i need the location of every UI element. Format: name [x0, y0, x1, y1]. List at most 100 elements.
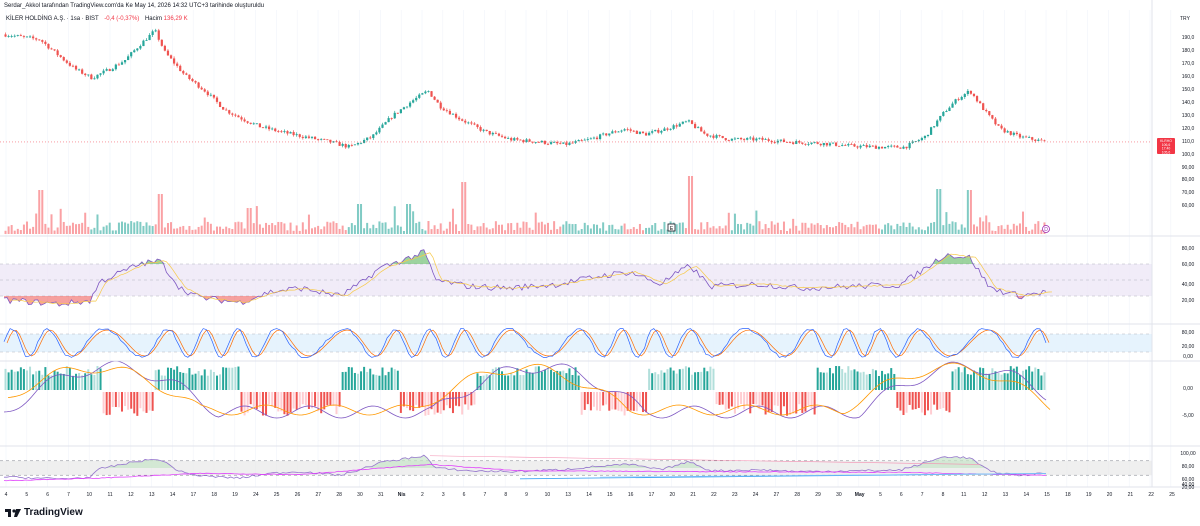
volume-bar	[10, 225, 13, 234]
volume-bar	[841, 222, 844, 234]
volume-bar	[761, 229, 764, 234]
volume-bar	[810, 223, 813, 234]
macd-hist-bar	[841, 369, 844, 390]
macd-hist-bar	[335, 392, 338, 415]
time-tick: 25	[274, 492, 280, 498]
macd-hist-bar	[822, 372, 825, 390]
candle-body	[258, 123, 262, 128]
osc-tick: 80,00	[1182, 246, 1195, 252]
price-axis[interactable]: TRY 190,0 180,0 170,0 160,0 150,0 140,0 130,0 12…	[1180, 16, 1196, 491]
candle-body	[415, 97, 418, 101]
time-tick: 7	[67, 492, 70, 498]
candle-body	[166, 50, 170, 56]
volume-bar	[1009, 229, 1012, 234]
volume-bar	[635, 228, 638, 234]
candle-body	[188, 74, 191, 79]
volume-bar	[988, 222, 991, 234]
candle-body	[99, 73, 102, 75]
macd-hist-bar	[923, 392, 926, 416]
volume-bar	[470, 224, 473, 234]
macd-hist-bar	[960, 372, 963, 390]
candle-body	[718, 135, 721, 136]
time-tick: 24	[253, 492, 259, 498]
volume-bar	[758, 221, 761, 234]
symbol-legend[interactable]: KİLER HOLDİNG A.Ş. · 1sa · BIST -0,4 (-0…	[6, 16, 188, 22]
event-markers[interactable]: E D	[667, 223, 1050, 233]
candle-body	[185, 73, 188, 75]
candle-body	[788, 142, 792, 143]
candle-body	[666, 128, 669, 130]
volume-bar	[828, 227, 831, 234]
macd-hist-bar	[556, 370, 559, 390]
volume-bar	[136, 221, 139, 234]
volume-bar	[712, 226, 715, 234]
candle-body	[10, 36, 13, 37]
candle-body	[402, 107, 406, 110]
macd-hist-bar	[65, 366, 68, 390]
macd-hist-bar	[574, 367, 577, 390]
macd-hist-bar	[957, 367, 960, 390]
volume-bar	[746, 222, 749, 234]
candle-body	[145, 40, 148, 41]
candle-body	[127, 56, 130, 61]
symbol-name[interactable]: KİLER HOLDİNG A.Ş. · 1sa · BIST	[6, 16, 99, 22]
time-tick: 28	[794, 492, 800, 498]
macd-hist-bar	[163, 375, 166, 390]
macd-hist-bar	[418, 392, 421, 408]
price-candles[interactable]	[4, 28, 1046, 150]
candle-body	[255, 123, 258, 125]
candle-body	[565, 142, 568, 145]
volume-bar	[782, 221, 785, 234]
candle-body	[344, 144, 347, 148]
tradingview-logo[interactable]: TradingView	[5, 507, 83, 518]
volume-bar	[963, 227, 966, 234]
macd-hist-bar	[979, 367, 982, 390]
candle-body	[347, 145, 350, 148]
macd-hist-bar	[470, 392, 473, 406]
macd-hist-bar	[691, 374, 694, 390]
macd-hist-bar	[387, 371, 390, 390]
macd-hist-bar	[234, 367, 237, 390]
macd-hist-bar	[399, 392, 402, 413]
volume-bar	[599, 228, 602, 234]
volume-bar	[415, 223, 418, 234]
candle-body	[105, 69, 108, 71]
candle-body	[828, 143, 832, 146]
volume-bar	[102, 226, 105, 234]
candle-body	[209, 94, 212, 96]
volume-bar	[409, 204, 412, 234]
candle-body	[868, 145, 871, 148]
candle-body	[488, 130, 491, 135]
volume-bar	[197, 226, 200, 234]
volume-bar	[68, 225, 71, 234]
macd-hist-bar	[884, 374, 887, 390]
volume-bar	[424, 230, 427, 234]
volume-bar	[117, 222, 120, 234]
macd-hist-bar	[902, 392, 905, 416]
macd-hist-bar	[482, 375, 485, 390]
volume-bar	[433, 225, 436, 234]
candle-body	[71, 65, 75, 67]
candle-body	[200, 87, 203, 90]
osc-tick: 20,00	[1182, 344, 1195, 350]
time-tick: 27	[774, 492, 780, 498]
event-marker-e[interactable]	[667, 223, 676, 232]
macd-hist-bar	[476, 373, 479, 390]
macd-hist-bar	[320, 392, 323, 414]
time-axis[interactable]: 4 5 6 7 10 11 12 13 14 17 18 19 24 25 26 27 28 30 31 Nis 2 3 6…	[5, 492, 1175, 498]
macd-hist-bar	[718, 392, 721, 405]
macd-hist-bar	[641, 392, 644, 413]
candle-body	[687, 120, 691, 122]
volume-bar	[749, 223, 752, 234]
volume-bar	[969, 190, 972, 234]
candle-body	[252, 123, 255, 125]
macd-hist-bar	[136, 392, 139, 416]
tradingview-logo-icon	[5, 508, 21, 517]
event-marker-d[interactable]	[1042, 225, 1050, 233]
macd-hist-bar	[274, 392, 277, 408]
volume-bar	[372, 224, 375, 234]
candle-body	[298, 134, 301, 137]
macd-hist-bar	[32, 374, 35, 390]
volume-bar	[369, 228, 372, 234]
